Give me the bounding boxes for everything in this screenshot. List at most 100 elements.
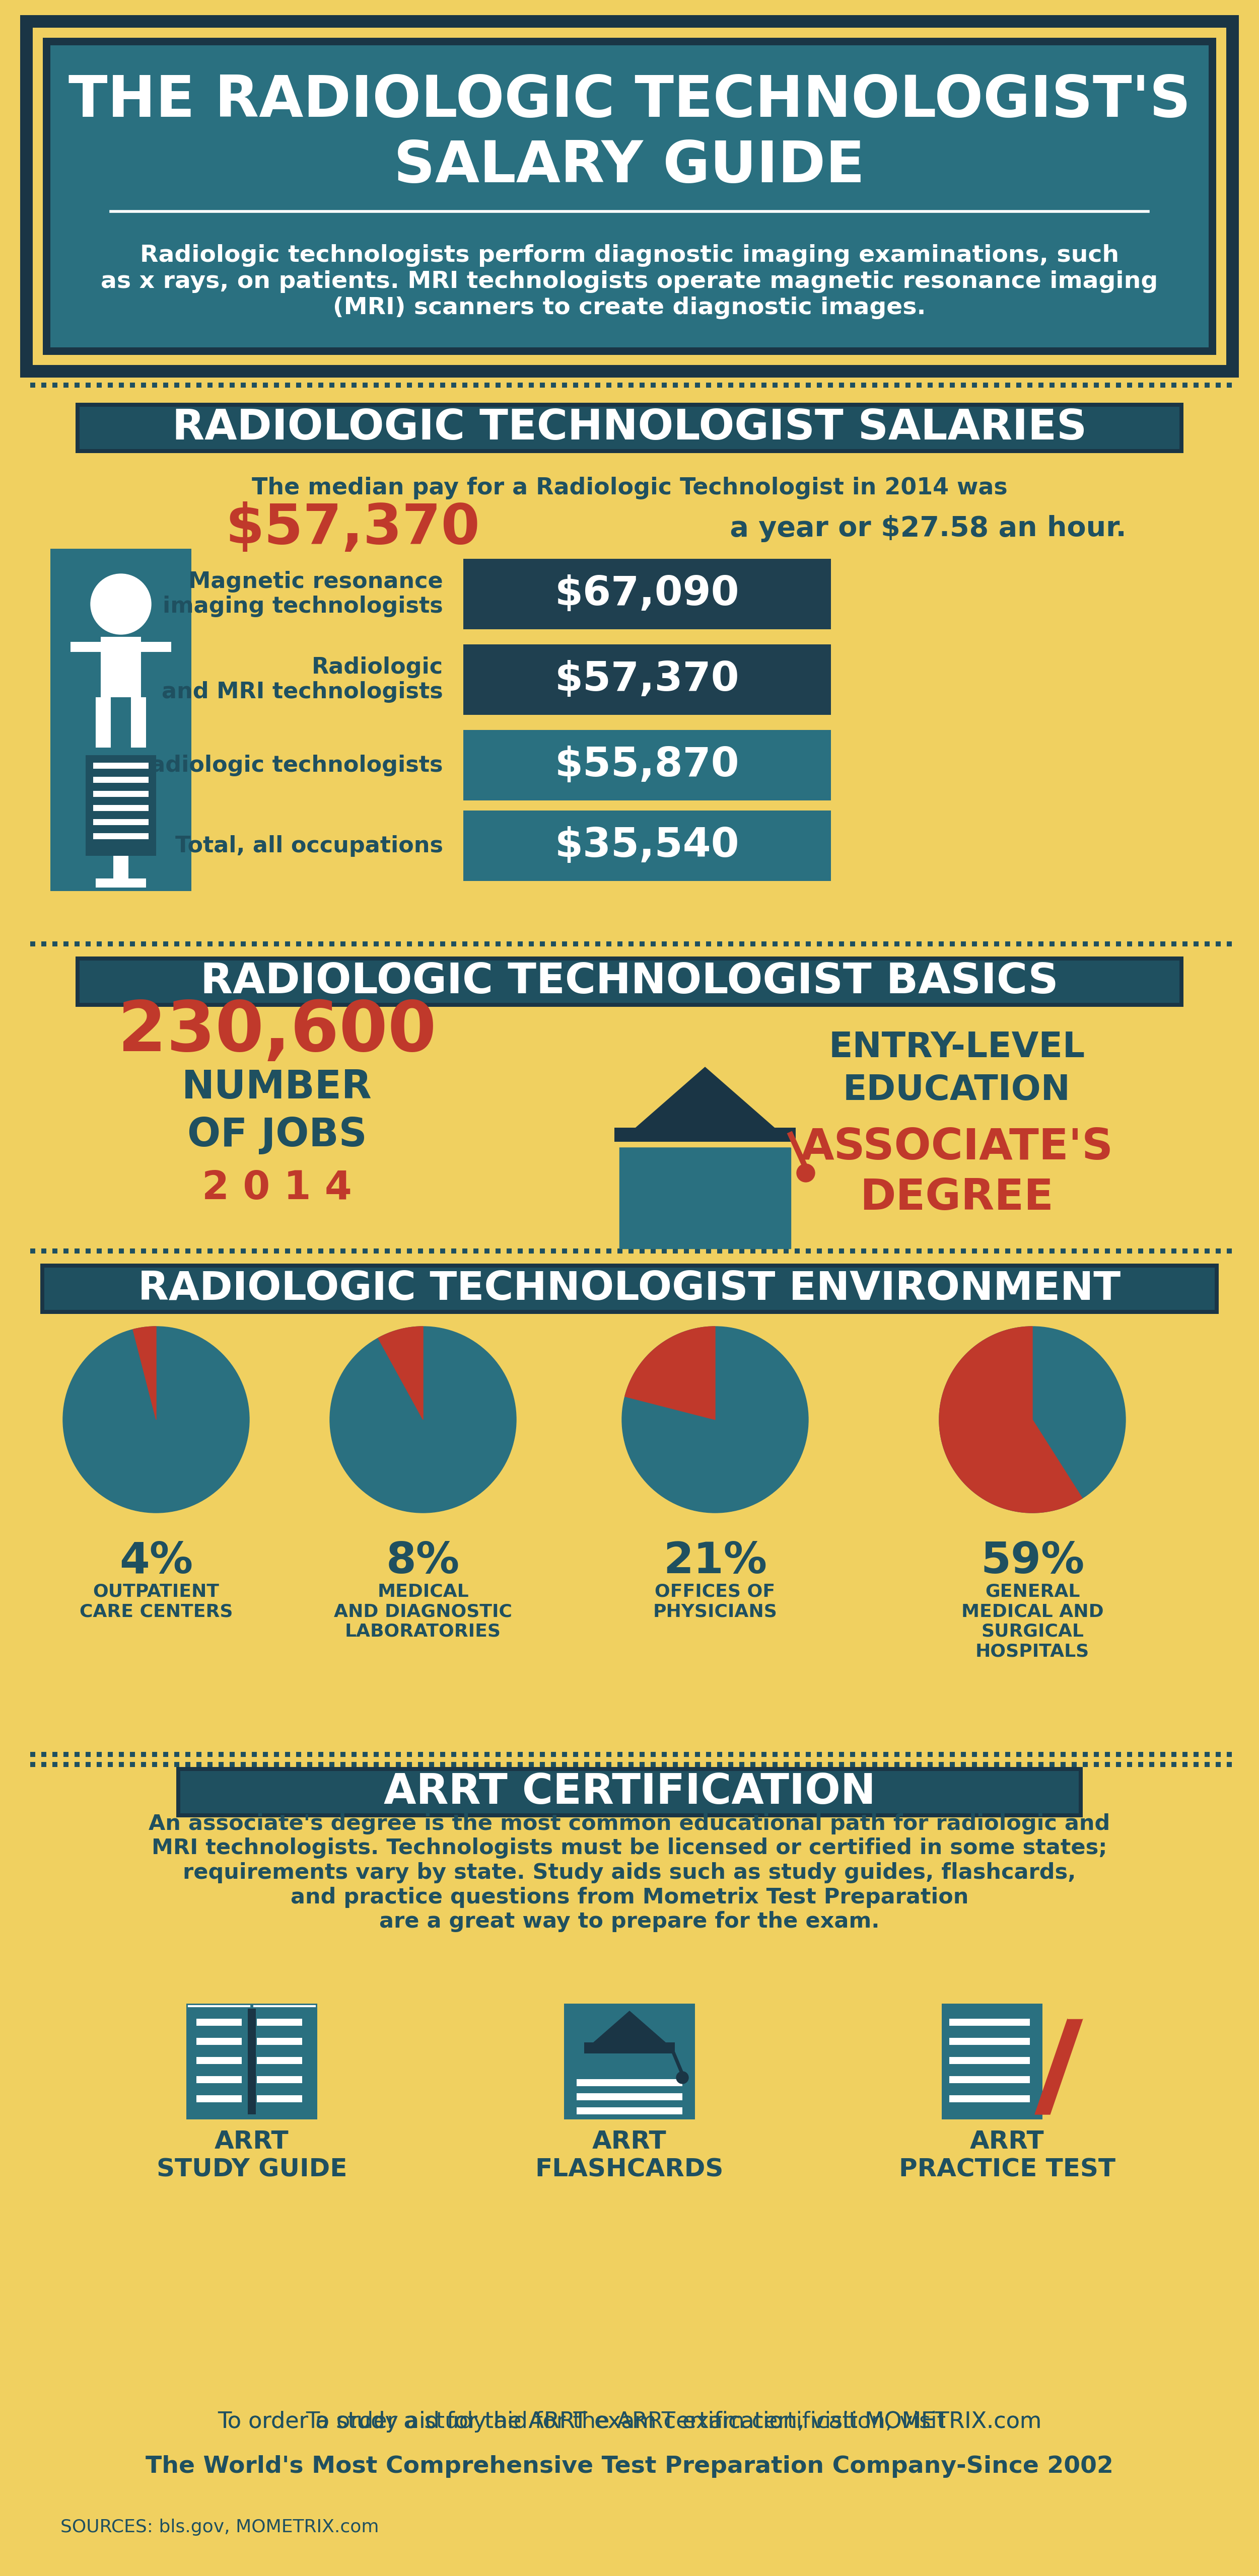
Text: ENTRY-LEVEL: ENTRY-LEVEL [828,1030,1085,1064]
Bar [894,940,899,945]
Bar [939,1752,944,1757]
Bar [44,1267,1215,1311]
Bar [86,1762,91,1767]
Bar [30,1762,35,1767]
Bar [1016,940,1021,945]
Bar [252,1249,257,1255]
Bar [485,940,490,945]
Bar [108,384,113,386]
Bar [395,940,400,945]
Text: OUTPATIENT
CARE CENTERS: OUTPATIENT CARE CENTERS [79,1584,233,1620]
Bar [473,940,478,945]
Bar [363,1752,368,1757]
Bar [1205,1752,1210,1757]
Bar [118,1752,123,1757]
Bar [1226,1752,1231,1757]
Bar [496,1249,501,1255]
Bar [949,2038,1030,2045]
Bar [407,940,412,945]
Bar [651,1752,656,1757]
Bar [949,940,954,945]
Bar [1027,1249,1032,1255]
Bar [319,384,324,386]
Bar [995,384,1000,386]
Bar [838,940,844,945]
Bar [1149,940,1155,945]
Text: OFFICES OF
PHYSICIANS: OFFICES OF PHYSICIANS [653,1584,777,1620]
Bar [529,1752,534,1757]
Bar [274,384,279,386]
Bar [562,384,567,386]
Bar [0,2367,1259,2576]
Bar [418,1762,423,1767]
Bar [296,1762,301,1767]
Text: To order a study aid for the ARRT exam certification, visit MOMETRIX.com: To order a study aid for the ARRT exam c… [218,2411,1041,2432]
Polygon shape [1035,2020,1083,2115]
Bar [1182,384,1187,386]
Bar [42,940,47,945]
Bar [1216,1752,1221,1757]
Text: a year or $27.58 an hour.: a year or $27.58 an hour. [720,515,1127,541]
Text: 8%: 8% [387,1540,460,1582]
Bar [817,1762,822,1767]
Bar [739,384,744,386]
Bar [252,940,257,945]
Bar [1182,1752,1187,1757]
Bar [63,940,68,945]
Bar [972,384,977,386]
Bar [628,940,633,945]
Polygon shape [133,1327,156,1419]
Bar [939,940,944,945]
Bar [1205,940,1210,945]
Bar [441,940,446,945]
Bar [229,940,234,945]
Bar [607,1762,612,1767]
Bar [540,1762,545,1767]
Bar [97,1762,102,1767]
Bar [1071,1762,1076,1767]
Bar [983,940,988,945]
Bar [917,1762,922,1767]
Bar [1060,1249,1065,1255]
Bar [340,1762,345,1767]
Bar [1115,384,1121,386]
Bar [1161,1249,1166,1255]
Text: 59%: 59% [981,1540,1084,1582]
Bar [517,1752,522,1757]
Bar [517,1762,522,1767]
Bar [828,1762,833,1767]
Bar [429,940,434,945]
Text: NUMBER: NUMBER [181,1069,373,1108]
Bar [395,384,400,386]
Bar [1027,384,1032,386]
Bar [739,1249,744,1255]
Bar [74,384,79,386]
Bar [374,384,379,386]
Bar [651,1762,656,1767]
Bar [319,1249,324,1255]
Bar [42,1752,47,1757]
Bar [783,1762,788,1767]
Bar [1016,1752,1021,1757]
Bar [1115,1249,1121,1255]
Bar [42,1762,47,1767]
Bar [838,1762,844,1767]
Bar [40,1265,1219,1314]
Bar [263,1752,268,1757]
Bar [1138,1249,1143,1255]
Bar [1039,1762,1044,1767]
Bar [607,940,612,945]
Bar [562,940,567,945]
Bar [1083,940,1088,945]
Bar [995,940,1000,945]
Bar [1205,1762,1210,1767]
Bar [596,940,601,945]
Bar [628,1762,633,1767]
Bar [794,1752,799,1757]
Bar [385,1752,390,1757]
Circle shape [797,1164,815,1182]
Bar [451,940,456,945]
Bar [74,940,79,945]
Bar [584,384,589,386]
Bar [949,1762,954,1767]
